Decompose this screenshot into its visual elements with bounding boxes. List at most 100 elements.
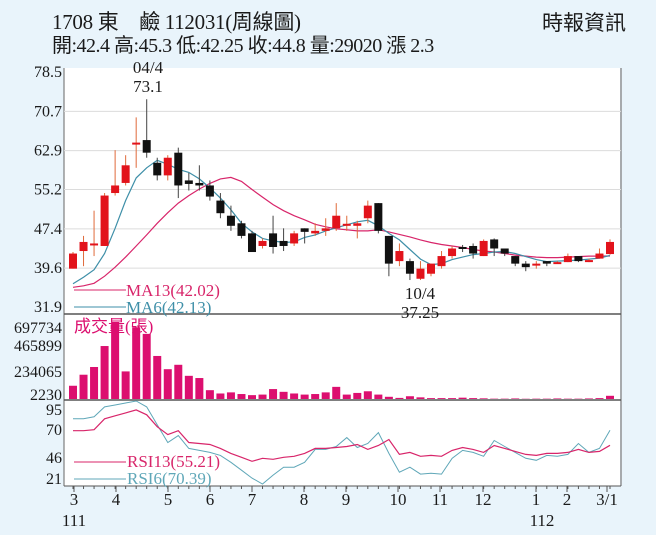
rsi-y-tick: 95 [46,402,62,419]
volume-bar [427,398,435,399]
volume-bar [353,392,362,399]
candle [290,233,299,244]
volume-bar [374,394,383,399]
candle [248,233,256,253]
volume-bar [332,386,341,399]
candle [142,140,151,153]
candle [153,162,162,176]
volume-y-tick: 234065 [14,364,62,381]
volume-bar [405,396,414,399]
candle [584,260,593,263]
candle [79,241,88,252]
quote-summary: 開:42.4 高:45.3 低:42.25 收:44.8 量:29020 漲 2… [52,35,434,57]
volume-bar [121,371,130,399]
rsi-panel: 95 70 46 21 RSI13(55.21)RSI6(70.39) [46,400,611,488]
low-value-annotation: 37.25 [401,303,439,322]
volume-y-tick: 697734 [14,320,62,337]
volume-bar [226,392,235,399]
price-y-tick: 62.9 [34,143,62,160]
candle [69,253,77,269]
volume-bar [469,398,478,399]
volume-bar [100,346,109,399]
volume-bar [90,366,99,399]
x-tick-label: 12 [475,490,492,509]
volume-bar [300,394,309,399]
x-tick-label: 3 [70,490,79,509]
volume-bar [311,394,320,399]
volume-bar [174,364,183,399]
candle [532,263,541,266]
volume-bar [216,393,225,399]
volume-bar [384,396,393,399]
volume-bar [111,321,120,399]
volume-title: 成交量(張) [74,317,153,336]
chart-title: 1708 東 鹼 112031(周線圖) [52,10,301,34]
x-tick-label: 11 [432,490,448,509]
volume-bar [553,398,562,399]
candle [500,248,509,254]
low-date-annotation: 10/4 [405,284,436,303]
price-y-tick: 78.5 [34,64,62,81]
ma6-legend: MA6(42.13) [126,298,211,317]
candle [437,256,446,267]
rsi6-line [73,400,611,485]
candle [342,223,351,226]
high-date-annotation: 04/4 [133,58,164,77]
volume-bar [79,374,88,399]
volume-bar [606,395,614,399]
volume-bar [458,397,467,399]
volume-bar [237,394,246,399]
candle [427,263,435,274]
volume-bar [195,378,204,399]
candle [374,203,383,231]
volume-bar [479,398,488,399]
volume-bar [342,394,351,399]
volume-bar [437,398,446,399]
volume-bar [584,398,593,399]
volume-bar [205,390,214,399]
candle [216,200,225,214]
candle [606,241,614,255]
candle [458,246,467,249]
rsi13-line [73,409,611,462]
rsi13-legend: RSI13(55.21) [127,452,220,471]
volume-bar [363,391,372,399]
candle [258,240,267,246]
x-tick-label: 8 [300,490,309,509]
candle [174,152,183,186]
candle [132,142,141,145]
x-tick-label: 10 [390,490,407,509]
candle [269,233,278,247]
candle [226,215,235,226]
candle [405,261,414,274]
volume-bar [395,397,404,399]
candle [448,248,457,257]
candle [332,215,341,229]
candle [416,268,425,279]
candle [163,157,172,176]
brand-label: 時報資訊 [542,11,626,35]
x-tick-label: 1 [532,490,541,509]
x-tick-label: 5 [164,490,173,509]
volume-bar [595,398,604,399]
candle [184,180,193,184]
candle [237,223,246,236]
candle [363,205,372,219]
volume-bar [258,394,267,399]
candle [384,235,393,264]
candle [595,253,604,259]
candle [321,228,330,231]
volume-bar [248,395,256,399]
volume-bar [448,398,457,399]
high-value-annotation: 73.1 [133,77,163,96]
x-year-label: 111 [62,511,86,530]
volume-bar [290,393,299,399]
ma13-legend: MA13(42.02) [126,281,220,300]
candle [353,223,362,226]
candle [311,230,320,234]
price-y-tick: 47.4 [34,221,62,238]
price-y-tick: 39.6 [34,260,62,277]
volume-bar [279,391,288,399]
